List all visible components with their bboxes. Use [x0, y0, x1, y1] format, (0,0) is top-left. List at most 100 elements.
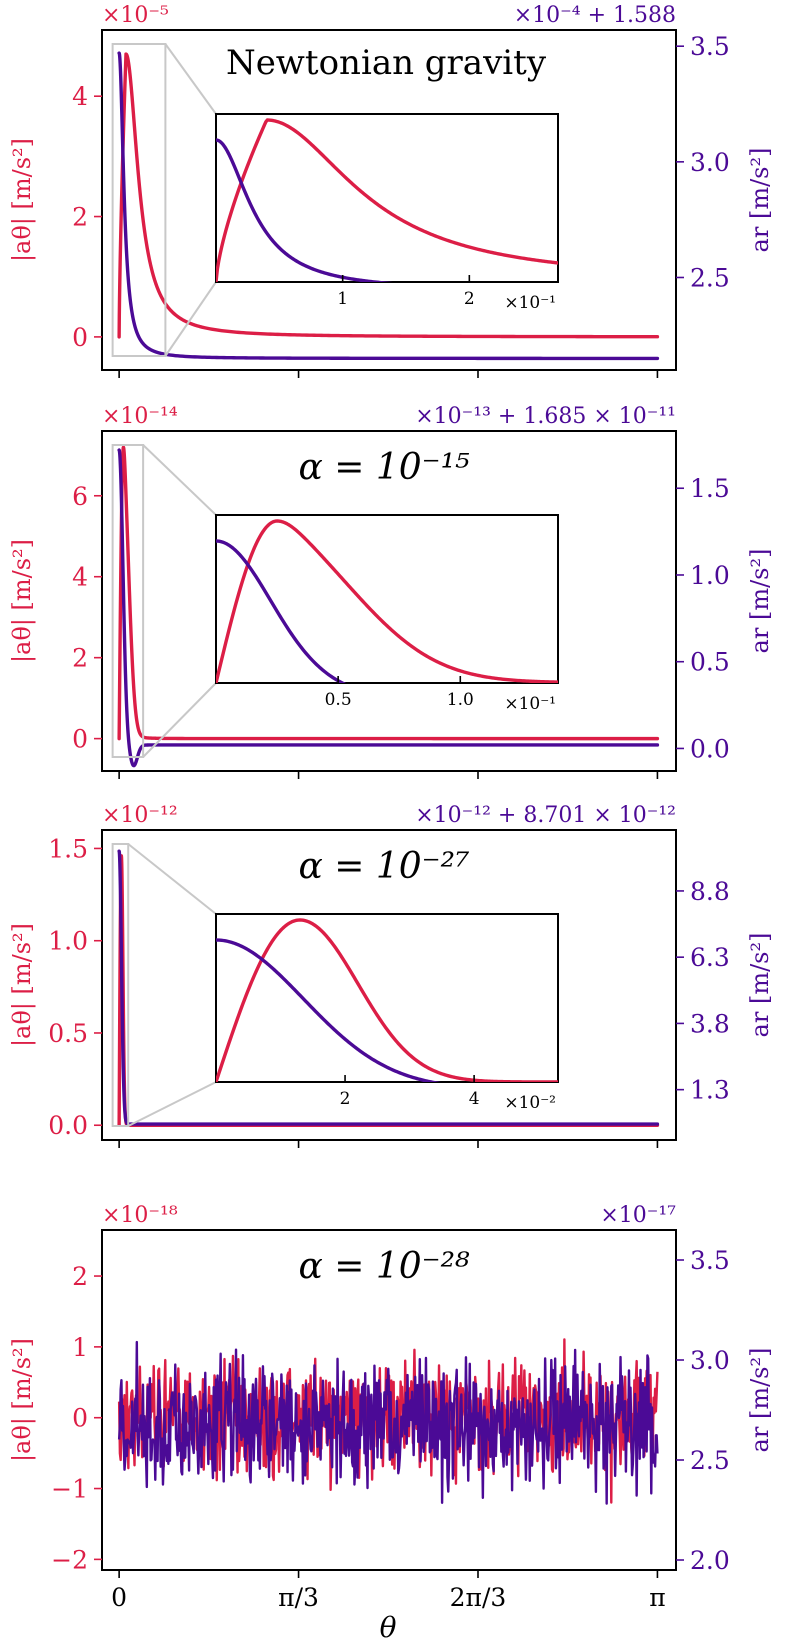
axes-frame	[101, 29, 677, 371]
panel-title: Newtonian gravity	[226, 43, 547, 83]
left-y-tick-label: 1	[72, 1333, 88, 1362]
series-a-r	[117, 51, 660, 361]
x-tick-label: π	[649, 1583, 665, 1612]
inset-series-a-theta	[216, 519, 558, 683]
inset-x-tick-label: 0.5	[325, 690, 352, 710]
zoom-connector-top	[127, 843, 217, 915]
inset-frame	[215, 514, 559, 684]
right-y-tick-label: 3.0	[690, 1346, 730, 1375]
zoom-connector-top	[164, 43, 217, 115]
inset-plot: 2 4 ×10⁻²	[215, 913, 559, 1113]
left-y-axis-label: |aθ| [m/s²]	[8, 539, 37, 663]
inset-x-multiplier: ×10⁻¹	[504, 694, 556, 714]
left-y-tick-label: 0	[72, 725, 88, 754]
inset-series-a-theta	[216, 118, 558, 282]
left-y-tick-label: 6	[72, 482, 88, 511]
zoom-region	[111, 843, 130, 1127]
inset-series-a-r	[216, 938, 442, 1082]
right-y-tick-label: 3.0	[690, 148, 730, 177]
right-y-tick-label: 1.3	[690, 1076, 730, 1105]
zoom-connector-bottom	[142, 682, 217, 758]
right-y-axis-label: ar [m/s²]	[746, 933, 774, 1038]
left-y-tick-label: −2	[51, 1545, 88, 1574]
inset-plot: 1 2 ×10⁻¹	[215, 113, 559, 313]
inset-x-tick-label: 1	[337, 289, 348, 309]
right-y-tick-label: 8.8	[690, 877, 730, 906]
axes-frame	[101, 430, 677, 772]
left-multiplier: ×10⁻⁵	[102, 3, 169, 28]
left-y-tick-label: 0	[72, 323, 88, 352]
left-multiplier: ×10⁻¹⁴	[102, 404, 178, 429]
left-y-tick-label: 2	[72, 644, 88, 673]
left-y-axis-label: |aθ| [m/s²]	[8, 923, 37, 1047]
inset-x-tick-label: 1.0	[447, 690, 474, 710]
right-y-tick-label: 3.5	[690, 32, 730, 61]
inset-x-multiplier: ×10⁻¹	[504, 293, 556, 313]
zoom-connector-bottom	[164, 281, 217, 357]
left-y-tick-label: 1.0	[48, 927, 88, 956]
zoom-region	[111, 444, 145, 758]
x-axis-label: θ	[380, 1611, 397, 1644]
right-y-tick-label: 2.5	[690, 263, 730, 292]
right-y-tick-label: 1.0	[690, 561, 730, 590]
right-multiplier: ×10⁻¹² + 8.701 × 10⁻¹²	[415, 803, 676, 828]
panel-4: 0 π/3 2π/3 π −2 −1 0 1 2 2.0 2.5 3.0 3.5 ×10⁻¹⁸ ×10⁻¹⁷…	[8, 1203, 774, 1612]
panel-2: 0.5 1.0 ×10⁻¹ 0 2 4 6 0.0 0.5 1.0 1.5 ×10⁻¹⁴ ×10⁻¹³ …	[8, 404, 774, 779]
right-y-tick-label: 3.5	[690, 1246, 730, 1275]
right-y-tick-label: 3.8	[690, 1009, 730, 1038]
inset-x-tick-label: 4	[469, 1089, 480, 1109]
series-a-r	[117, 1340, 659, 1505]
axes-frame	[101, 829, 677, 1141]
left-y-tick-label: 4	[72, 563, 88, 592]
left-y-axis-label: |aθ| [m/s²]	[8, 138, 37, 262]
left-y-tick-label: 4	[72, 82, 88, 111]
right-multiplier: ×10⁻¹³ + 1.685 × 10⁻¹¹	[415, 404, 676, 429]
left-y-tick-label: 0	[72, 1404, 88, 1433]
plot-area	[117, 51, 660, 361]
zoom-connector-bottom	[127, 1081, 217, 1127]
series-a-theta	[117, 52, 660, 339]
left-y-tick-label: 2	[72, 203, 88, 232]
left-multiplier: ×10⁻¹⁸	[102, 1203, 178, 1228]
axes-frame	[101, 1229, 677, 1571]
left-y-tick-label: 1.5	[48, 834, 88, 863]
left-multiplier: ×10⁻¹²	[102, 803, 178, 828]
right-y-tick-label: 6.3	[690, 943, 730, 972]
series-a-r	[117, 448, 660, 768]
zoom-region	[111, 43, 167, 357]
x-tick-label: 2π/3	[450, 1583, 507, 1612]
inset-x-tick-label: 2	[340, 1089, 351, 1109]
right-y-tick-label: 2.5	[690, 1446, 730, 1475]
x-tick-label: π/3	[278, 1583, 319, 1612]
left-y-tick-label: 2	[72, 1262, 88, 1291]
right-y-tick-label: 1.5	[690, 474, 730, 503]
inset-series-a-theta	[216, 918, 558, 1082]
left-y-tick-label: 0.0	[48, 1111, 88, 1140]
inset-series-a-r	[216, 539, 347, 683]
inset-plot: 0.5 1.0 ×10⁻¹	[215, 514, 559, 714]
right-y-axis-label: ar [m/s²]	[746, 1348, 774, 1453]
left-y-tick-label: −1	[51, 1475, 88, 1504]
right-multiplier: ×10⁻¹⁷	[600, 1203, 676, 1228]
plot-area	[117, 1338, 659, 1505]
inset-x-multiplier: ×10⁻²	[504, 1093, 556, 1113]
zoom-connector-top	[142, 444, 217, 516]
right-multiplier: ×10⁻⁴ + 1.588	[514, 3, 676, 28]
panel-1: 1 2 ×10⁻¹ 0 2 4 2.5 3.0 3.5 ×10⁻⁵ ×10⁻⁴ + 1.588 New…	[8, 3, 774, 378]
left-y-axis-label: |aθ| [m/s²]	[8, 1338, 37, 1462]
right-y-tick-label: 0.5	[690, 648, 730, 677]
inset-series-a-r	[216, 138, 394, 282]
right-y-axis-label: ar [m/s²]	[746, 549, 774, 654]
right-y-tick-label: 0.0	[690, 734, 730, 763]
inset-frame	[215, 913, 559, 1083]
panel-title: α = 10⁻¹⁵	[298, 447, 469, 488]
right-y-axis-label: ar [m/s²]	[746, 148, 774, 253]
panel-title: α = 10⁻²⁷	[298, 846, 469, 887]
inset-x-tick-label: 2	[464, 289, 475, 309]
panel-3: 2 4 ×10⁻² 0.0 0.5 1.0 1.5 1.3 3.8 6.3 8.8 ×10⁻¹² ×10…	[8, 803, 774, 1148]
x-tick-label: 0	[111, 1583, 127, 1612]
panel-title: α = 10⁻²⁸	[298, 1246, 470, 1287]
right-y-tick-label: 2.0	[690, 1546, 730, 1575]
left-y-tick-label: 0.5	[48, 1019, 88, 1048]
